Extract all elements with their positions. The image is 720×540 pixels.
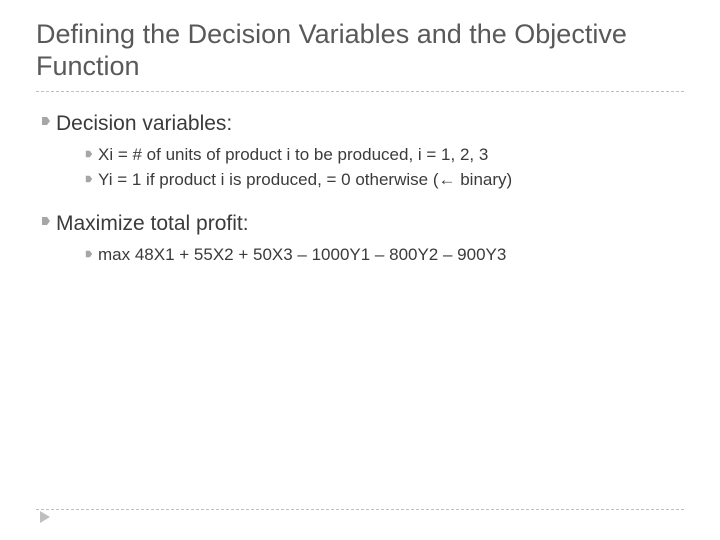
list-item-label: max 48X1 + 55X2 + 50X3 – 1000Y1 – 800Y2 … [98, 244, 506, 267]
bullet-icon [36, 110, 56, 126]
page-title: Defining the Decision Variables and the … [36, 18, 684, 83]
bullet-icon [80, 169, 98, 183]
footer-divider [36, 509, 684, 510]
bullet-icon [80, 144, 98, 158]
bullet-icon [80, 244, 98, 258]
list-item-label: Maximize total profit: [56, 210, 249, 238]
list-item: Maximize total profit: [36, 210, 684, 238]
list-item-label: Xi = # of units of product i to be produ… [98, 144, 488, 167]
title-divider [36, 91, 684, 92]
bullet-icon [36, 210, 56, 226]
list-item-label: Yi = 1 if product i is produced, = 0 oth… [98, 169, 512, 192]
footer-arrow-icon [40, 510, 54, 528]
list-item-label: Decision variables: [56, 110, 232, 138]
list-item: Yi = 1 if product i is produced, = 0 oth… [80, 169, 684, 192]
slide: Defining the Decision Variables and the … [0, 0, 720, 540]
list-item: max 48X1 + 55X2 + 50X3 – 1000Y1 – 800Y2 … [80, 244, 684, 267]
list-item: Decision variables: [36, 110, 684, 138]
sublist: max 48X1 + 55X2 + 50X3 – 1000Y1 – 800Y2 … [80, 244, 684, 267]
sublist: Xi = # of units of product i to be produ… [80, 144, 684, 192]
list-item: Xi = # of units of product i to be produ… [80, 144, 684, 167]
